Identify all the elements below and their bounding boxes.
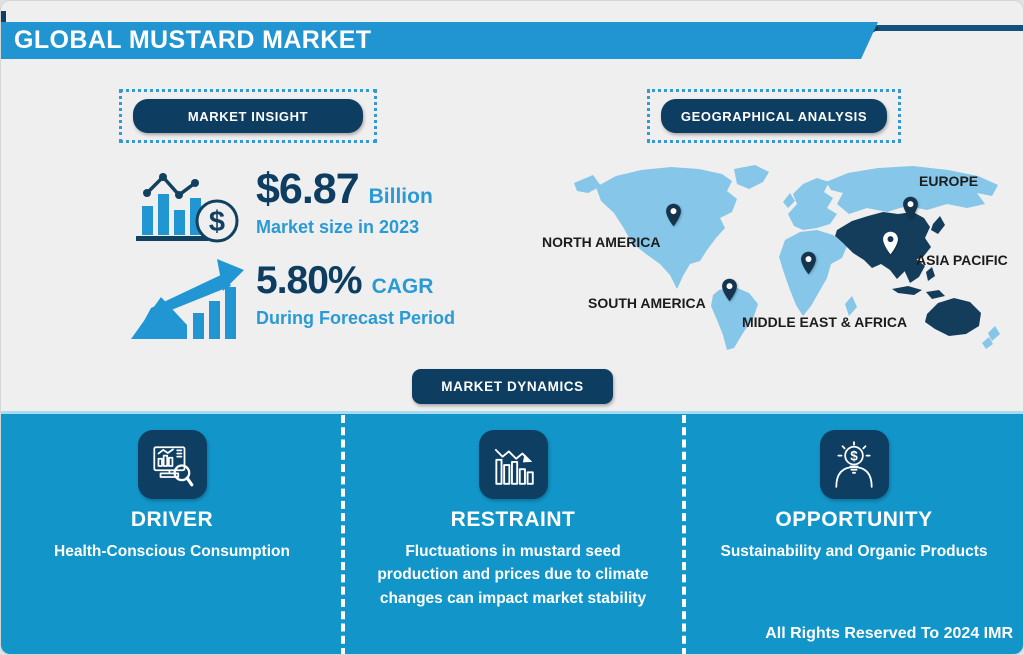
page-title: GLOBAL MUSTARD MARKET xyxy=(14,26,372,54)
market-dynamics-badge: MARKET DYNAMICS xyxy=(412,369,613,404)
region-label-south-america: SOUTH AMERICA xyxy=(588,295,706,311)
cagr-caption: During Forecast Period xyxy=(256,308,456,328)
europe-pin-icon xyxy=(903,196,918,220)
middle-east-africa-pin-icon xyxy=(801,251,816,275)
driver-description: Health-Conscious Consumption xyxy=(54,543,290,560)
region-label-asia-pacific: ASIA PACIFIC xyxy=(916,252,1008,268)
asia-pacific-pin-icon xyxy=(883,231,898,255)
cagr-value: 5.80% xyxy=(256,259,363,302)
lightbulb-dollar-icon: $ xyxy=(819,430,889,499)
svg-text:$: $ xyxy=(850,448,858,463)
south-america-pin-icon xyxy=(722,278,737,302)
copyright-text: All Rights Reserved To 2024 IMR xyxy=(765,625,1013,642)
restraint-description: Fluctuations in mustard seed production … xyxy=(377,543,649,607)
opportunity-card: $ OPPORTUNITY Sustainability and Organic… xyxy=(683,411,1023,654)
restraint-card: RESTRAINT Fluctuations in mustard seed p… xyxy=(343,411,683,654)
header-rule-line xyxy=(841,25,1023,31)
market-size-unit: Billion xyxy=(368,185,433,208)
region-label-europe: EUROPE xyxy=(919,173,979,189)
region-label-middle-east-africa: MIDDLE EAST & AFRICA xyxy=(742,314,908,330)
market-size-value: $6.87 xyxy=(256,165,360,213)
panel-divider xyxy=(682,415,686,654)
world-map-continents xyxy=(574,165,1000,350)
market-size-caption: Market size in 2023 xyxy=(256,217,420,237)
header-banner: GLOBAL MUSTARD MARKET xyxy=(1,22,878,59)
svg-text:$: $ xyxy=(209,206,225,238)
driver-title: DRIVER xyxy=(130,508,214,531)
north-america-pin-icon xyxy=(666,203,681,227)
growth-arrow-icon xyxy=(131,259,244,339)
cagr-value-row: 5.80% CAGR xyxy=(256,259,433,303)
world-map: NORTH AMERICA SOUTH AMERICA EUROPE ASIA … xyxy=(536,163,1016,355)
market-insight-badge: MARKET INSIGHT xyxy=(133,99,363,133)
bar-chart-dollar-icon: $ xyxy=(136,173,239,243)
region-label-north-america: NORTH AMERICA xyxy=(542,234,661,250)
restraint-title: RESTRAINT xyxy=(450,508,576,531)
panel-divider xyxy=(341,415,345,654)
geographical-analysis-badge: GEOGRAPHICAL ANALYSIS xyxy=(661,99,887,133)
declining-bars-icon xyxy=(478,430,548,499)
opportunity-description: Sustainability and Organic Products xyxy=(720,543,988,560)
opportunity-title: OPPORTUNITY xyxy=(775,508,933,531)
driver-card: DRIVER Health-Conscious Consumption xyxy=(1,411,343,654)
market-insight-frame: MARKET INSIGHT xyxy=(119,89,377,143)
header-left-accent xyxy=(1,11,6,26)
monitor-analytics-icon xyxy=(137,430,207,499)
geographical-analysis-frame: GEOGRAPHICAL ANALYSIS xyxy=(647,89,901,143)
cagr-unit: CAGR xyxy=(371,275,434,298)
market-size-value-row: $6.87 Billion xyxy=(256,165,433,214)
